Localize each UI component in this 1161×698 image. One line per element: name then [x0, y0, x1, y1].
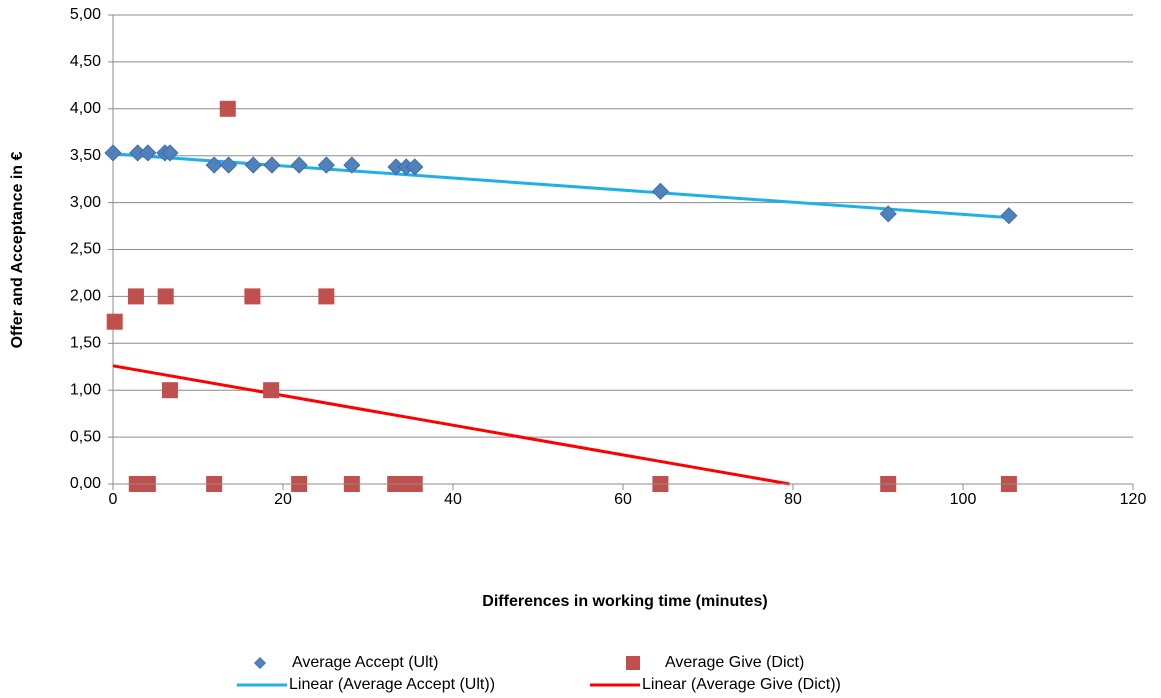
- point: [317, 156, 335, 174]
- point: [104, 144, 122, 162]
- point: [157, 288, 174, 305]
- point: [406, 158, 424, 176]
- point: [244, 288, 261, 305]
- point: [106, 313, 123, 330]
- x-tick-label: 80: [784, 491, 802, 508]
- y-tick-label: 5,00: [70, 6, 101, 23]
- point: [219, 100, 236, 117]
- y-tick-label: 3,50: [70, 147, 101, 164]
- legend-label: Linear (Average Give (Dict)): [642, 676, 841, 693]
- y-axis-title: Offer and Acceptance in €: [9, 152, 26, 349]
- point: [318, 288, 335, 305]
- point: [139, 144, 157, 162]
- point: [244, 156, 262, 174]
- point: [220, 156, 238, 174]
- y-tick-label: 1,50: [70, 335, 101, 352]
- x-tick-label: 60: [614, 491, 632, 508]
- trend-line: [112, 364, 790, 486]
- legend-label: Average Accept (Ult): [292, 654, 438, 671]
- point: [879, 205, 897, 223]
- point: [263, 156, 281, 174]
- x-tick-label: 40: [444, 491, 462, 508]
- y-tick-label: 0,50: [70, 428, 101, 445]
- point: [290, 156, 308, 174]
- point: [205, 156, 223, 174]
- legend-label: Average Give (Dict): [665, 654, 804, 671]
- point: [161, 144, 179, 162]
- point: [161, 382, 178, 399]
- y-tick-label: 4,00: [70, 100, 101, 117]
- point: [651, 182, 669, 200]
- y-tick-label: 2,00: [70, 288, 101, 305]
- point: [1000, 207, 1018, 225]
- y-tick-label: 0,00: [70, 475, 101, 492]
- legend-label: Linear (Average Accept (Ult)): [289, 676, 495, 693]
- x-tick-label: 0: [109, 491, 118, 508]
- x-tick-label: 120: [1120, 491, 1147, 508]
- y-tick-label: 4,50: [70, 53, 101, 70]
- y-tick-label: 1,00: [70, 381, 101, 398]
- x-tick-label: 20: [274, 491, 292, 508]
- x-axis-title: Differences in working time (minutes): [482, 593, 767, 610]
- x-tick-label: 100: [950, 491, 977, 508]
- legend-marker: [626, 656, 640, 670]
- point: [343, 156, 361, 174]
- y-tick-label: 2,50: [70, 241, 101, 258]
- point: [263, 382, 280, 399]
- legend-marker: [254, 657, 266, 669]
- y-tick-label: 3,00: [70, 194, 101, 211]
- point: [127, 288, 144, 305]
- trend-line: [112, 152, 1010, 220]
